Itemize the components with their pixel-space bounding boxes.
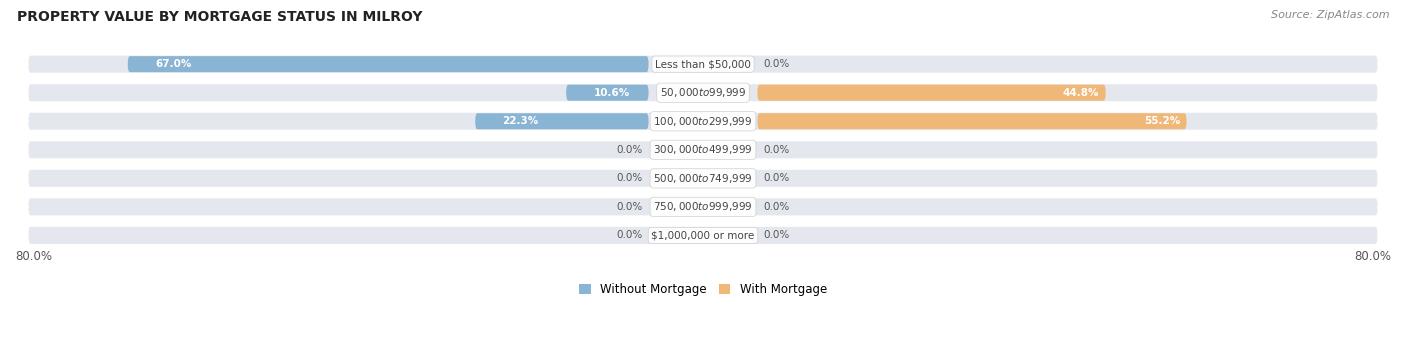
FancyBboxPatch shape — [27, 225, 1379, 246]
Legend: Without Mortgage, With Mortgage: Without Mortgage, With Mortgage — [574, 278, 832, 301]
FancyBboxPatch shape — [27, 197, 1379, 217]
Text: 0.0%: 0.0% — [763, 231, 790, 240]
Text: 0.0%: 0.0% — [616, 202, 643, 212]
Text: Less than $50,000: Less than $50,000 — [655, 59, 751, 69]
Text: $1,000,000 or more: $1,000,000 or more — [651, 231, 755, 240]
Text: 44.8%: 44.8% — [1063, 88, 1099, 98]
Text: 55.2%: 55.2% — [1144, 116, 1180, 126]
FancyBboxPatch shape — [27, 82, 1379, 103]
Text: $50,000 to $99,999: $50,000 to $99,999 — [659, 86, 747, 99]
Text: $500,000 to $749,999: $500,000 to $749,999 — [654, 172, 752, 185]
Text: 67.0%: 67.0% — [155, 59, 191, 69]
FancyBboxPatch shape — [128, 56, 648, 72]
Text: 0.0%: 0.0% — [763, 59, 790, 69]
FancyBboxPatch shape — [27, 139, 1379, 160]
Text: 0.0%: 0.0% — [763, 145, 790, 155]
Text: 0.0%: 0.0% — [763, 202, 790, 212]
Text: 10.6%: 10.6% — [593, 88, 630, 98]
Text: 80.0%: 80.0% — [1354, 250, 1391, 264]
FancyBboxPatch shape — [27, 168, 1379, 189]
Text: PROPERTY VALUE BY MORTGAGE STATUS IN MILROY: PROPERTY VALUE BY MORTGAGE STATUS IN MIL… — [17, 10, 422, 24]
FancyBboxPatch shape — [758, 85, 1105, 101]
FancyBboxPatch shape — [27, 54, 1379, 74]
Text: $750,000 to $999,999: $750,000 to $999,999 — [654, 200, 752, 214]
Text: Source: ZipAtlas.com: Source: ZipAtlas.com — [1271, 10, 1389, 20]
Text: 0.0%: 0.0% — [616, 145, 643, 155]
Text: 0.0%: 0.0% — [616, 231, 643, 240]
Text: $100,000 to $299,999: $100,000 to $299,999 — [654, 115, 752, 128]
FancyBboxPatch shape — [475, 113, 648, 129]
Text: 0.0%: 0.0% — [616, 173, 643, 183]
FancyBboxPatch shape — [27, 111, 1379, 132]
Text: 22.3%: 22.3% — [502, 116, 538, 126]
Text: $300,000 to $499,999: $300,000 to $499,999 — [654, 143, 752, 156]
FancyBboxPatch shape — [567, 85, 648, 101]
Text: 0.0%: 0.0% — [763, 173, 790, 183]
FancyBboxPatch shape — [758, 113, 1187, 129]
Text: 80.0%: 80.0% — [15, 250, 52, 264]
